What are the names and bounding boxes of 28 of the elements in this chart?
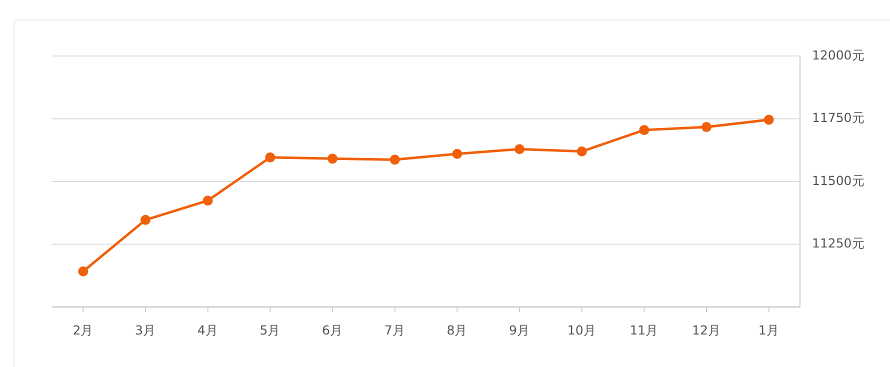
point (78, 266, 88, 276)
point (514, 144, 524, 154)
y-tick-label: 11250元 (812, 236, 865, 251)
x-tick-label: 3月 (135, 322, 156, 338)
point (764, 114, 774, 125)
point (639, 125, 650, 136)
x-tick-label: 7月 (384, 322, 406, 338)
x-tick-label: 2月 (72, 322, 94, 338)
x-tick-label: 4月 (197, 322, 218, 338)
x-tick-label: 6月 (322, 322, 343, 338)
point (265, 152, 276, 162)
y-tick-label: 12000元 (812, 47, 865, 62)
y-tick-label: 11500元 (812, 172, 865, 188)
x-tick-label: 5月 (260, 322, 281, 338)
point (202, 196, 213, 206)
point (140, 214, 150, 225)
x-tick-label: 8月 (446, 322, 468, 338)
point (390, 154, 400, 165)
point (702, 122, 712, 132)
point (328, 154, 338, 164)
x-tick-label: 11月 (630, 322, 659, 338)
point (452, 148, 462, 159)
x-tick-label: 10月 (567, 322, 596, 338)
x-tick-label: 1月 (758, 322, 780, 338)
x-tick-label: 12月 (692, 322, 721, 338)
y-tick-label: 11750元 (812, 110, 865, 126)
point (576, 146, 587, 156)
x-tick-label: 9月 (509, 322, 530, 338)
